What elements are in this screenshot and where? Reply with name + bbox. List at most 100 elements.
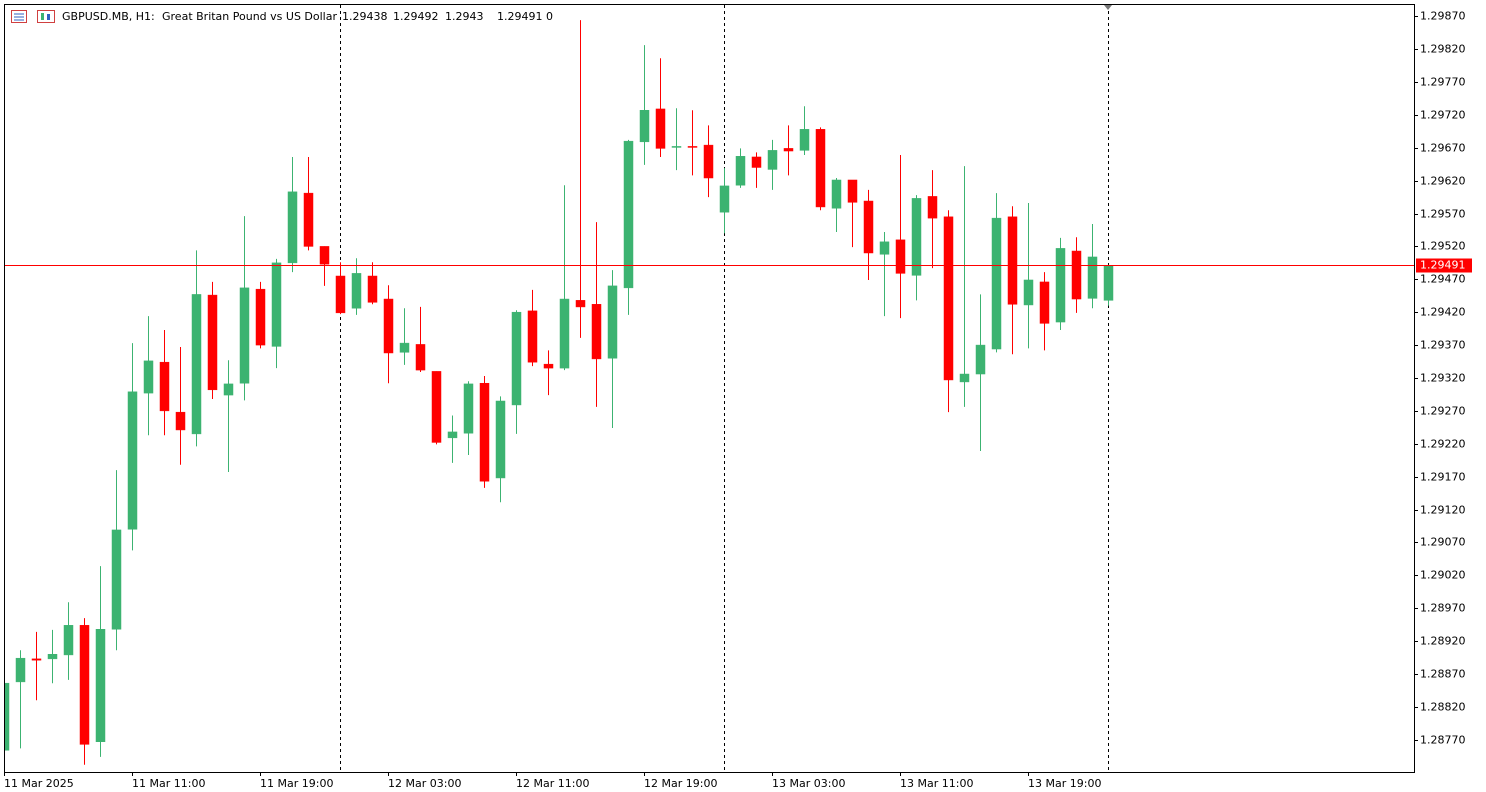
candle-body [15, 657, 26, 683]
candle-body [767, 150, 778, 170]
candle-body [495, 400, 506, 479]
candle-body [239, 287, 250, 384]
candle-body [335, 275, 346, 314]
y-tick-label: 1.29570 [1420, 208, 1466, 221]
candle-body [1039, 281, 1050, 324]
candle-body [879, 241, 890, 255]
candle-body [175, 411, 186, 431]
y-tick-label: 1.29670 [1420, 142, 1466, 155]
description: Great Britan Pound vs US Dollar [162, 10, 337, 23]
y-tick-label: 1.29520 [1420, 240, 1466, 253]
y-tick-label: 1.28870 [1420, 668, 1466, 681]
candle-body [543, 363, 554, 369]
candle-body [127, 391, 138, 530]
y-tick-label: 1.29420 [1420, 306, 1466, 319]
x-tick-label: 12 Mar 19:00 [644, 777, 717, 790]
candle-body [1007, 216, 1018, 305]
candle-body [111, 529, 122, 630]
candle-body [479, 382, 490, 482]
candle-body [47, 654, 58, 660]
candle-body [847, 179, 858, 203]
separators [340, 5, 1109, 772]
x-tick-label: 11 Mar 19:00 [260, 777, 333, 790]
candle-body [223, 383, 234, 396]
header-high: 1.29492 [393, 10, 439, 23]
y-tick-label: 1.29020 [1420, 569, 1466, 582]
candle-body [527, 310, 538, 363]
candle-body [975, 344, 986, 375]
candle-body [207, 294, 218, 391]
candle-body [31, 658, 42, 661]
y-tick-label: 1.28820 [1420, 701, 1466, 714]
candle-body [735, 156, 746, 186]
candle-body [1023, 279, 1034, 306]
candle-body [799, 129, 810, 151]
candle-body [575, 300, 586, 308]
shift-marker [1104, 5, 1112, 10]
candle-body [943, 216, 954, 381]
y-tick-label: 1.29820 [1420, 43, 1466, 56]
x-tick-label: 12 Mar 11:00 [516, 777, 589, 790]
header-low: 1.2943 [445, 10, 484, 23]
candle-body [639, 109, 650, 143]
candle-body [671, 146, 682, 148]
y-tick-label: 1.29120 [1420, 504, 1466, 517]
candle-body [831, 179, 842, 209]
candle-body [255, 288, 266, 346]
y-tick-label: 1.29470 [1420, 273, 1466, 286]
x-tick-label: 12 Mar 03:00 [388, 777, 461, 790]
symbol-icons [11, 10, 55, 23]
x-tick-label: 11 Mar 11:00 [132, 777, 205, 790]
y-tick-label: 1.28770 [1420, 734, 1466, 747]
candle-body [687, 146, 698, 148]
icon [37, 10, 55, 23]
y-tick-label: 1.29870 [1420, 10, 1466, 23]
candle-body [1071, 250, 1082, 300]
icon [47, 14, 50, 20]
candle-body [95, 629, 106, 742]
candle-body [863, 200, 874, 254]
candle-body [399, 342, 410, 353]
candle-body [447, 431, 458, 439]
x-tick-label: 13 Mar 19:00 [1028, 777, 1101, 790]
candle-body [319, 246, 330, 265]
candle-body [815, 129, 826, 208]
candle-body [383, 298, 394, 354]
plot-frame [4, 4, 1415, 773]
candle-body [79, 625, 90, 745]
y-tick-label: 1.29170 [1420, 471, 1466, 484]
candle-body [303, 192, 314, 247]
y-tick-label: 1.29220 [1420, 438, 1466, 451]
y-tick-label: 1.28920 [1420, 635, 1466, 648]
candle-body [1087, 256, 1098, 299]
candle-body [895, 239, 906, 274]
candle-body [5, 682, 10, 751]
x-tick-label: 13 Mar 03:00 [772, 777, 845, 790]
candle-body [415, 344, 426, 371]
x-tick-label: 11 Mar 2025 [4, 777, 74, 790]
candle-body [159, 361, 170, 412]
candle-body [287, 191, 298, 264]
candle-body [1055, 248, 1066, 323]
candle-body [143, 360, 154, 394]
y-tick-label: 1.29270 [1420, 405, 1466, 418]
candle-body [911, 198, 922, 276]
candle-body [623, 140, 634, 289]
icon [41, 13, 44, 20]
candle-body [351, 273, 362, 309]
current-price-box [1416, 258, 1472, 273]
symbol: GBPUSD.MB, H1: [62, 10, 155, 23]
candle-body [607, 285, 618, 359]
candle-body [719, 185, 730, 213]
x-tick-label: 13 Mar 11:00 [900, 777, 973, 790]
candle-body [559, 298, 570, 369]
y-tick-label: 1.29620 [1420, 175, 1466, 188]
candle-body [463, 383, 474, 434]
candle-body [655, 108, 666, 149]
candle-body [271, 262, 282, 347]
candle-body [991, 217, 1002, 350]
candle-body [751, 156, 762, 168]
y-tick-label: 1.29770 [1420, 76, 1466, 89]
candle-body [591, 304, 602, 360]
